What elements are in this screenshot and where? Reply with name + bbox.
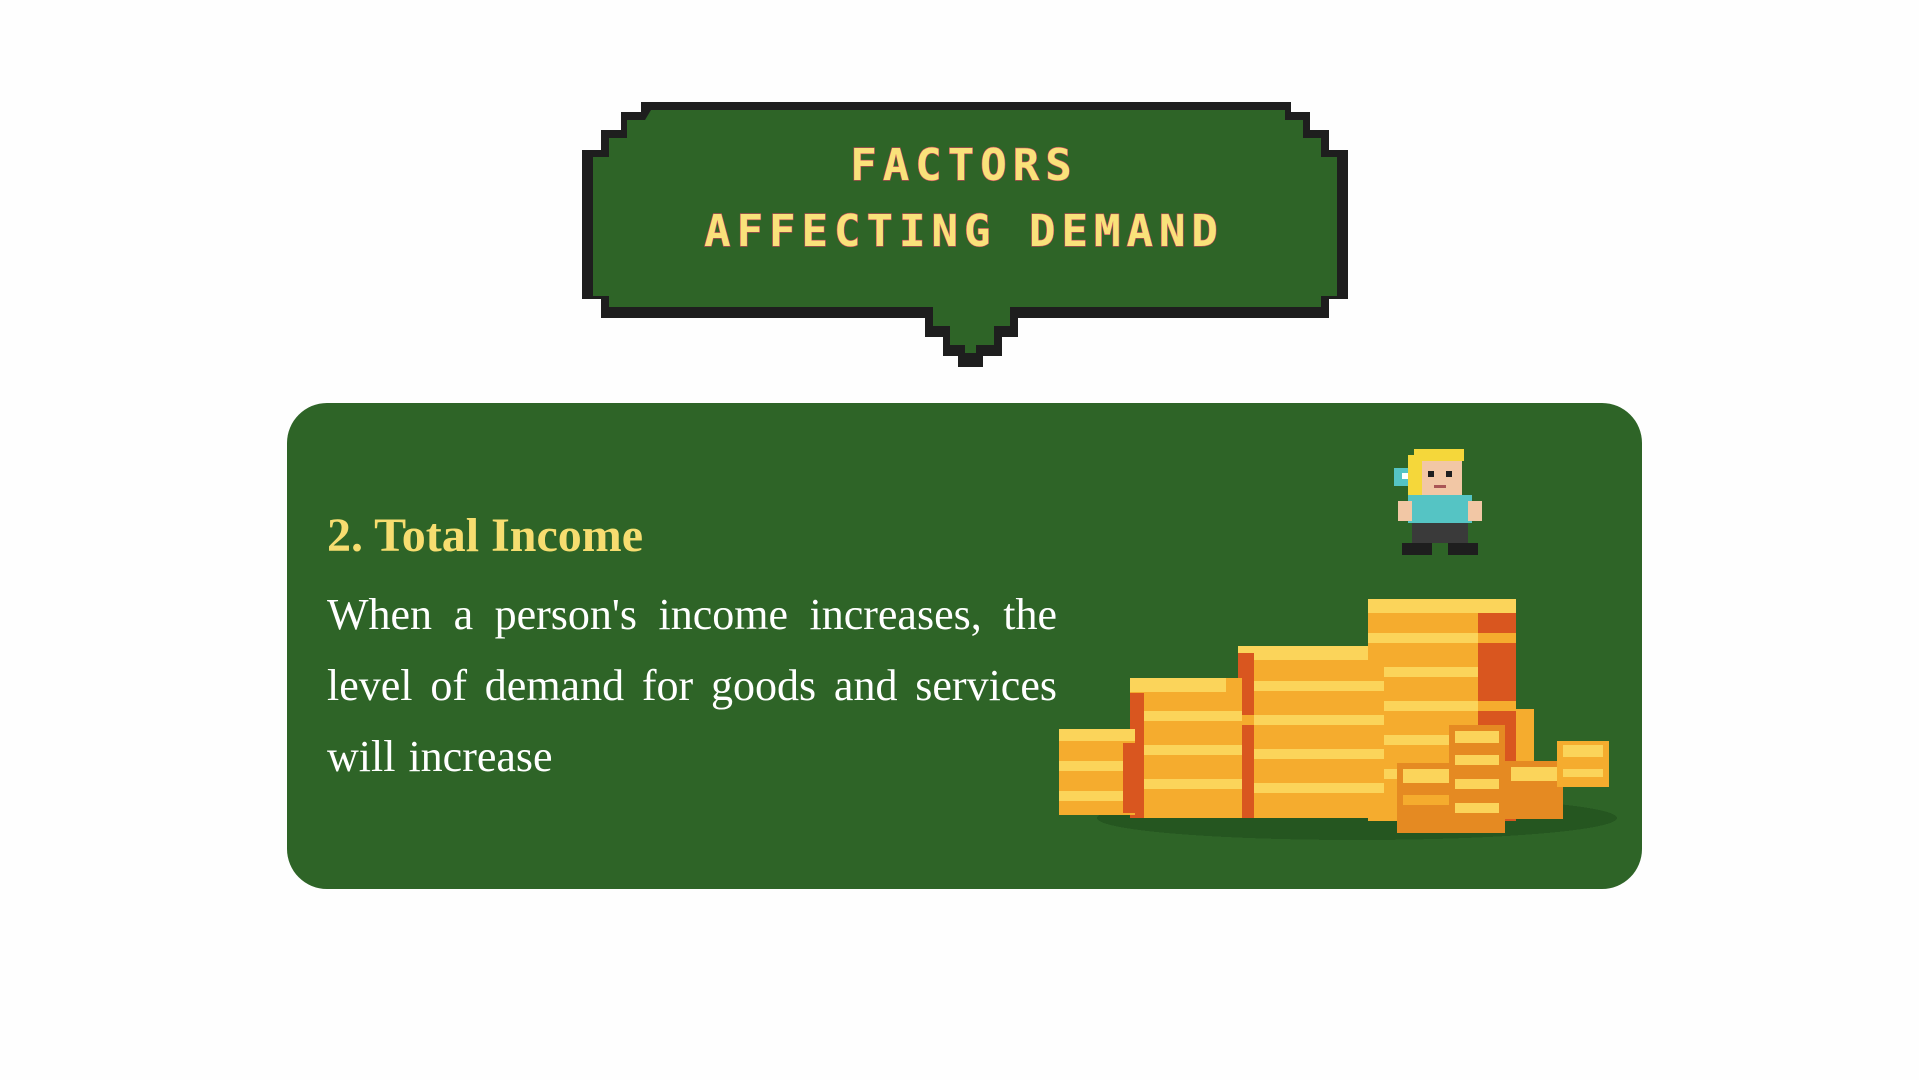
content-card: 2. Total Income When a person's income i… (287, 403, 1642, 889)
title-line-2: AFFECTING DEMAND (704, 206, 1224, 257)
pixel-character-icon (1394, 449, 1482, 555)
pixel-character-on-coin-stacks-icon (1059, 449, 1617, 840)
title-line-1: FACTORS (850, 140, 1077, 191)
coin-pile (1397, 725, 1609, 833)
coin-stack-small (1130, 678, 1242, 818)
title-speech-bubble: FACTORS AFFECTING DEMAND (582, 102, 1348, 367)
factor-description: When a person's income increases, the le… (327, 590, 1057, 781)
coin-stack-left (1059, 729, 1135, 815)
bubble-fill (593, 110, 1337, 353)
factor-heading: 2. Total Income (327, 509, 644, 562)
coin-stack-middle (1238, 646, 1384, 818)
